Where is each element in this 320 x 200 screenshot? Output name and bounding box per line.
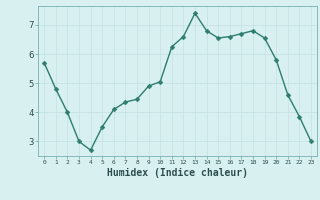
X-axis label: Humidex (Indice chaleur): Humidex (Indice chaleur) bbox=[107, 168, 248, 178]
